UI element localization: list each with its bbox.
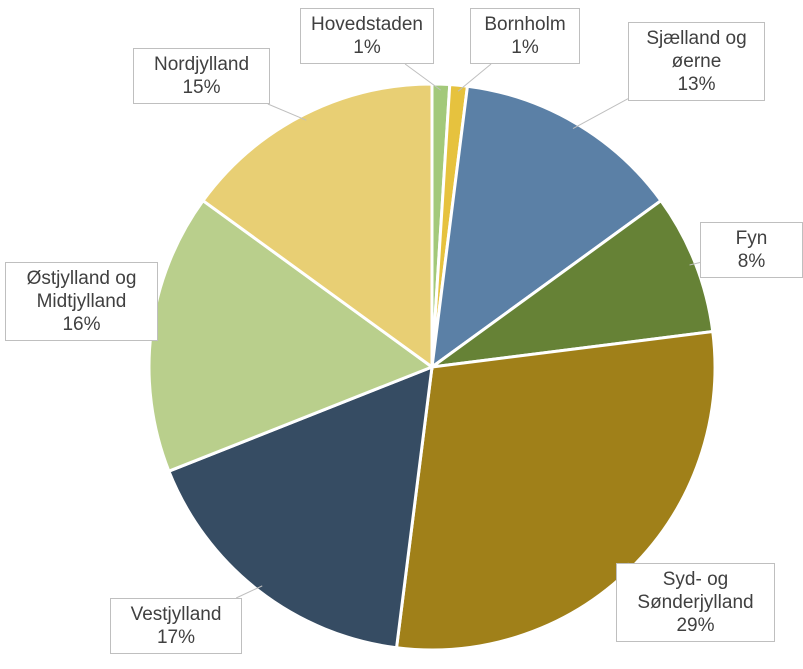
- leader-line: [404, 63, 441, 91]
- value-label: 13%: [677, 74, 716, 95]
- data-label: Vestjylland 17%: [110, 598, 242, 654]
- pie-slice: [431, 198, 715, 369]
- data-label: Østjylland og Midtjylland 16%: [5, 262, 158, 341]
- leader-line: [267, 103, 307, 121]
- data-label: Bornholm 1%: [470, 8, 580, 64]
- data-label: Nordjylland 15%: [133, 48, 270, 104]
- data-label: Sjælland og øerne 13%: [628, 22, 765, 101]
- leader-line: [457, 63, 492, 92]
- leader-line: [235, 585, 263, 599]
- category-label: Østjylland og Midtjylland: [26, 268, 137, 312]
- category-label: Hovedstaden: [311, 14, 423, 35]
- category-label: Nordjylland: [153, 54, 250, 75]
- pie-slice: [166, 364, 434, 650]
- value-label: 15%: [182, 77, 221, 98]
- pie-slice: [430, 84, 664, 371]
- category-label: Bornholm: [484, 14, 566, 35]
- value-label: 1%: [511, 37, 539, 58]
- value-label: 17%: [156, 627, 196, 648]
- category-label: Fyn: [735, 228, 768, 249]
- value-label: 8%: [737, 251, 766, 272]
- category-label: Vestjylland: [130, 604, 222, 625]
- data-label: Fyn 8%: [700, 222, 803, 278]
- category-label: Syd- og Sønderjylland: [637, 569, 754, 613]
- data-label: Hovedstaden 1%: [300, 8, 434, 64]
- leader-line: [572, 98, 629, 130]
- category-label: Sjælland og øerne: [646, 28, 747, 72]
- leader-line: [689, 262, 701, 266]
- value-label: 29%: [676, 615, 715, 636]
- data-label: Syd- og Sønderjylland 29%: [616, 563, 775, 642]
- value-label: 16%: [62, 314, 101, 335]
- value-label: 1%: [353, 37, 381, 58]
- pie-slice: [200, 82, 434, 370]
